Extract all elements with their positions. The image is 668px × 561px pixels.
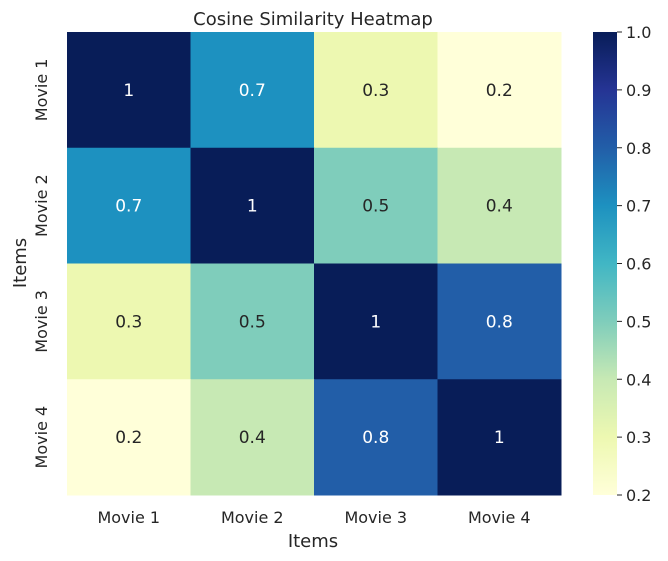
colorbar-tick-label: 0.6 <box>626 255 651 274</box>
heatmap-cell <box>437 32 562 149</box>
heatmap-cell <box>314 379 438 496</box>
heatmap-cell <box>67 147 191 264</box>
colorbar-tick-label: 0.5 <box>626 312 651 331</box>
x-tick-label: Movie 3 <box>344 508 407 527</box>
heatmap-cell <box>437 147 562 264</box>
heatmap-cell <box>190 379 315 496</box>
heatmap-cells: 1 0.7 0.3 0.2 0.7 1 0.5 0.4 0.3 0.5 1 0.8 0.2 0.4 0.8 1 <box>67 32 562 496</box>
cell-annotation: 0.4 <box>486 197 513 217</box>
cell-annotation: 0.3 <box>362 81 389 101</box>
cell-annotation: 1 <box>247 197 258 217</box>
cell-annotation: 1 <box>494 428 505 448</box>
y-axis-label: Items <box>10 238 31 288</box>
colorbar <box>593 32 617 495</box>
cell-annotation: 0.5 <box>239 312 266 332</box>
colorbar-tick-label: 1.0 <box>626 23 651 42</box>
chart-title: Cosine Similarity Heatmap <box>193 9 433 30</box>
y-tick-label: Movie 4 <box>32 406 51 469</box>
heatmap-cell <box>67 379 191 496</box>
cell-annotation: 0.3 <box>115 312 142 332</box>
cell-annotation: 0.8 <box>362 428 389 448</box>
colorbar-tick-label: 0.2 <box>626 486 651 505</box>
cell-annotation: 1 <box>370 312 381 332</box>
x-tick-label: Movie 1 <box>97 508 160 527</box>
colorbar-tick-label: 0.4 <box>626 370 651 389</box>
heatmap-cell <box>190 147 315 264</box>
cell-annotation: 1 <box>123 81 134 101</box>
y-axis-ticks: Movie 1 Movie 2 Movie 3 Movie 4 <box>32 59 51 469</box>
colorbar-tick-label: 0.3 <box>626 428 651 447</box>
heatmap-cell <box>437 379 562 496</box>
x-axis-label: Items <box>288 531 338 552</box>
cell-annotation: 0.5 <box>362 197 389 217</box>
colorbar-tick-label: 0.7 <box>626 197 651 216</box>
cell-annotation: 0.4 <box>239 428 266 448</box>
cell-annotation: 0.2 <box>486 81 513 101</box>
colorbar-tick-label: 0.8 <box>626 139 651 158</box>
cell-annotation: 0.7 <box>115 197 142 217</box>
heatmap-cell <box>67 263 191 380</box>
y-tick-label: Movie 1 <box>32 59 51 122</box>
heatmap-cell <box>314 263 438 380</box>
cell-annotation: 0.7 <box>239 81 266 101</box>
heatmap-cell <box>67 32 191 149</box>
cell-annotation: 0.8 <box>486 312 513 332</box>
heatmap-cell <box>437 263 562 380</box>
x-tick-label: Movie 2 <box>221 508 284 527</box>
colorbar-tick-label: 0.9 <box>626 81 651 100</box>
x-tick-label: Movie 4 <box>468 508 531 527</box>
colorbar-ticks: 0.2 0.3 0.4 0.5 0.6 0.7 0.8 0.9 1.0 <box>617 23 651 505</box>
y-tick-label: Movie 3 <box>32 290 51 353</box>
cell-annotation: 0.2 <box>115 428 142 448</box>
heatmap-cell <box>190 32 315 149</box>
heatmap-cell <box>314 32 438 149</box>
heatmap-cell <box>314 147 438 264</box>
heatmap-cell <box>190 263 315 380</box>
y-tick-label: Movie 2 <box>32 174 51 237</box>
x-axis-ticks: Movie 1 Movie 2 Movie 3 Movie 4 <box>97 508 530 527</box>
